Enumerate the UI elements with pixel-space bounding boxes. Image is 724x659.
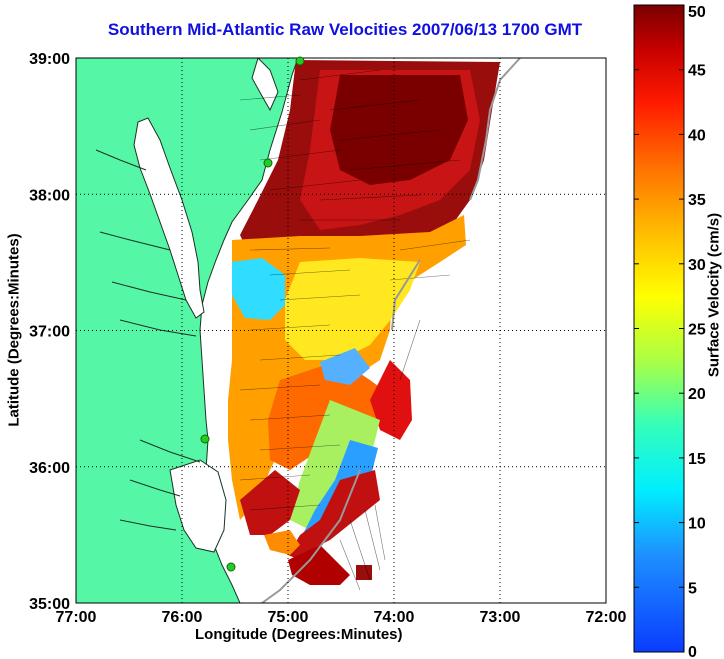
map-grid (76, 58, 606, 603)
plot-frame (75, 57, 607, 604)
x-tick-label: 74:00 (374, 609, 415, 626)
x-axis-label: Longitude (Degrees:Minutes) (195, 626, 403, 643)
y-axis-label: Latitude (Degrees:Minutes) (5, 233, 23, 427)
y-tick-label: 36:00 (29, 460, 70, 477)
x-tick-label: 75:00 (268, 609, 309, 626)
station-marker (226, 562, 236, 572)
colorbar-tick-label: 35 (688, 192, 706, 209)
land-area (76, 58, 299, 603)
y-tick-label: 39:00 (29, 51, 70, 68)
x-tick-label: 73:00 (480, 609, 521, 626)
colorbar-ticks: 0 5 10 15 20 25 30 35 40 45 50 (634, 4, 706, 659)
colorbar-tick-label: 25 (688, 322, 706, 339)
y-tick-labels: 35:00 36:00 37:00 38:00 39:00 (29, 51, 70, 613)
colorbar-tick-label: 30 (688, 257, 706, 274)
map-title: Southern Mid-Atlantic Raw Velocities 200… (107, 20, 583, 39)
station-marker (263, 158, 273, 168)
station-marker (200, 434, 210, 444)
y-tick-label: 38:00 (29, 187, 70, 204)
colorbar-tick-label: 15 (688, 451, 706, 468)
colorbar-tick-label: 5 (688, 580, 697, 597)
colorbar-tick-label: 0 (688, 644, 697, 659)
radar-stations (200, 56, 305, 572)
velocity-vectors (239, 69, 471, 591)
colorbar-tick-label: 20 (688, 386, 706, 403)
colorbar (633, 4, 685, 653)
pamlico-sound (169, 459, 227, 553)
x-tick-label: 72:00 (586, 609, 627, 626)
colorbar-tick-label: 50 (688, 4, 706, 21)
colorbar-tick-label: 40 (688, 127, 706, 144)
colorbar-label: Surface Velocity (cm/s) (705, 212, 723, 378)
x-tick-label: 77:00 (56, 609, 97, 626)
x-tick-labels: 77:00 76:00 75:00 74:00 73:00 72:00 (56, 609, 627, 626)
velocity-field (228, 60, 500, 585)
y-tick-label: 37:00 (29, 324, 70, 341)
station-marker (295, 56, 305, 66)
colorbar-tick-label: 45 (688, 63, 706, 80)
delaware-bay (251, 58, 279, 112)
y-tick-label: 35:00 (29, 596, 70, 613)
x-tick-label: 76:00 (162, 609, 203, 626)
colorbar-tick-label: 10 (688, 516, 706, 533)
shelf-contour (261, 58, 521, 603)
